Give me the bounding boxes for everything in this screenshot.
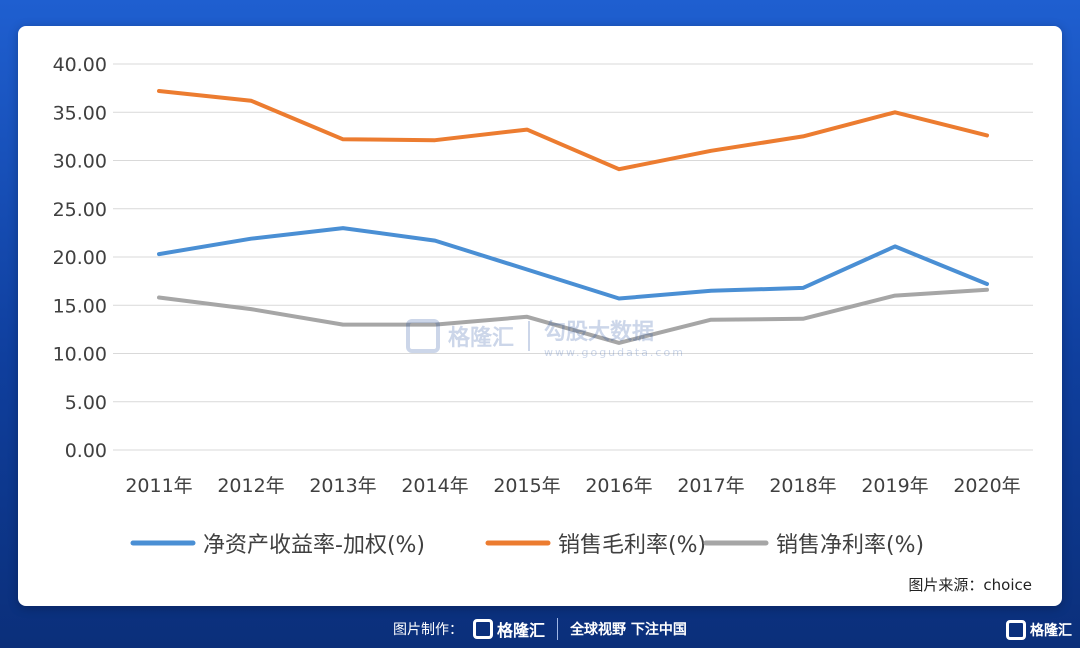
y-tick-label: 35.00 bbox=[53, 102, 107, 124]
source-note: 图片来源：choice bbox=[908, 576, 1032, 594]
footer-logo-icon bbox=[473, 619, 494, 639]
x-tick-label: 2012年 bbox=[217, 475, 284, 497]
y-tick-label: 30.00 bbox=[53, 151, 107, 173]
legend-label-2: 销售毛利率(%) bbox=[558, 533, 706, 558]
y-tick-label: 5.00 bbox=[65, 392, 107, 414]
x-tick-label: 2020年 bbox=[953, 475, 1020, 497]
series-line-3 bbox=[157, 287, 989, 345]
y-tick-label: 40.00 bbox=[53, 54, 107, 76]
series-line-2 bbox=[157, 89, 989, 172]
x-tick-label: 2013年 bbox=[309, 475, 376, 497]
x-tick-label: 2018年 bbox=[769, 475, 836, 497]
y-tick-label: 20.00 bbox=[53, 247, 107, 269]
legend-label-1: 净资产收益率-加权(%) bbox=[203, 533, 425, 558]
legend-label-3: 销售净利率(%) bbox=[776, 533, 924, 558]
y-tick-label: 0.00 bbox=[65, 440, 107, 462]
y-tick-label: 10.00 bbox=[53, 344, 107, 366]
footer-bar: 图片制作： 格隆汇 全球视野 下注中国 bbox=[0, 610, 1080, 648]
footer-brand: 格隆汇 bbox=[497, 621, 546, 640]
chart-card: 0.00 5.00 10.00 15.00 20.00 25.00 30.00 35.00 40… bbox=[18, 26, 1062, 606]
x-tick-label: 2014年 bbox=[401, 475, 468, 497]
y-tick-label: 25.00 bbox=[53, 199, 107, 221]
footer-logo: 格隆汇 bbox=[473, 617, 545, 641]
line-chart: 0.00 5.00 10.00 15.00 20.00 25.00 30.00 35.00 40… bbox=[53, 54, 1033, 558]
corner-brand: 格隆汇 bbox=[1030, 623, 1072, 639]
series-line-1 bbox=[157, 226, 989, 301]
footer-slogan: 全球视野 下注中国 bbox=[570, 622, 687, 638]
x-tick-label: 2015年 bbox=[493, 475, 560, 497]
footer-made-by: 图片制作： bbox=[393, 622, 464, 638]
x-tick-label: 2017年 bbox=[677, 475, 744, 497]
x-tick-label: 2019年 bbox=[861, 475, 928, 497]
y-tick-label: 15.00 bbox=[53, 295, 107, 317]
x-tick-label: 2011年 bbox=[125, 475, 192, 497]
corner-logo-icon bbox=[1006, 620, 1026, 640]
corner-logo: 格隆汇 bbox=[1006, 620, 1072, 640]
x-tick-label: 2016年 bbox=[585, 475, 652, 497]
